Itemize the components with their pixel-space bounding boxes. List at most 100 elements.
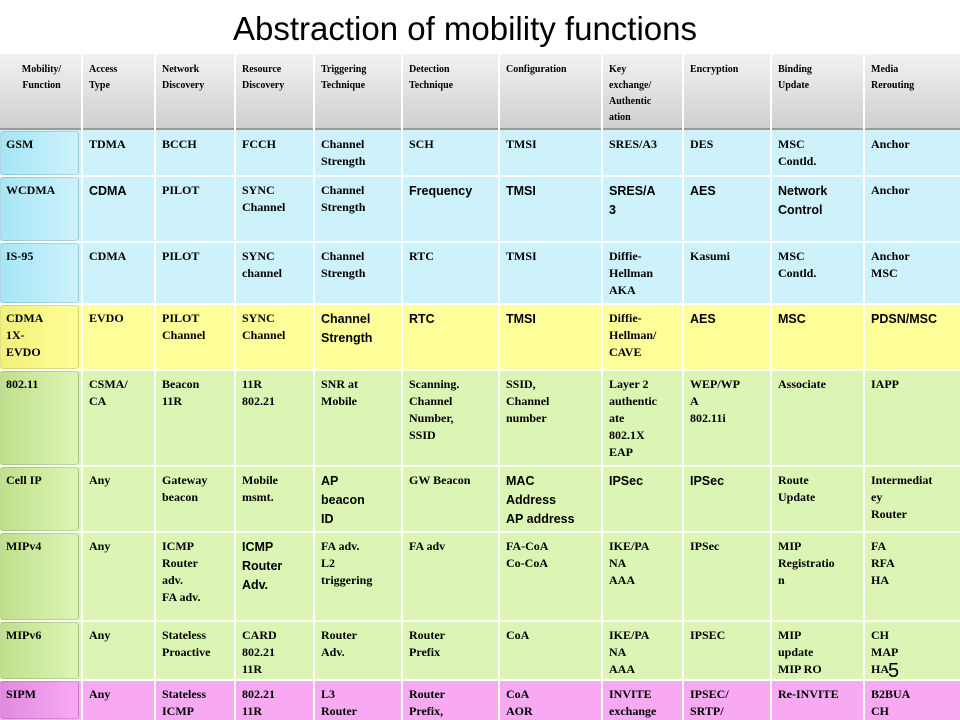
table-row-background	[0, 130, 960, 176]
table-cell: Channel Strength	[321, 312, 373, 345]
mobility-functions-table: Mobility/ Function Access Type Network Dis…	[0, 54, 960, 720]
table-header-cell: Binding Update	[778, 64, 812, 91]
table-cell: SYNC Channel	[242, 311, 286, 342]
table-row-background	[0, 680, 960, 720]
table-cell: IS-95	[6, 249, 34, 263]
table-header-cell: Detection Technique	[409, 64, 454, 91]
row-divider	[0, 679, 960, 681]
table-cell: Router Adv.	[321, 628, 357, 659]
table-header-cell: Resource Discovery	[242, 64, 285, 91]
table-cell: PILOT	[162, 249, 200, 263]
row-label-tab	[0, 131, 79, 175]
table-cell: Mobile msmt.	[242, 473, 278, 504]
table-cell: TMSI	[506, 184, 536, 198]
table-cell: PILOT Channel	[162, 311, 206, 342]
table-cell: PILOT	[162, 183, 200, 197]
table-cell: Scanning. Channel Number, SSID	[409, 377, 460, 442]
column-divider	[154, 54, 156, 720]
table-cell: EVDO	[89, 311, 124, 325]
table-row-background	[0, 466, 960, 532]
table-cell: ICMP Router adv. FA adv.	[162, 539, 201, 604]
table-cell: IAPP	[871, 377, 899, 391]
table-cell: SNR at Mobile	[321, 377, 359, 408]
table-cell: FA adv. L2 triggering	[321, 539, 373, 587]
table-cell: MSC Contld.	[778, 249, 817, 280]
table-cell: Re-INVITE	[778, 687, 839, 701]
row-label-tab	[0, 243, 79, 303]
table-cell: B2BUA CH	[871, 687, 911, 718]
table-cell: Beacon 11R	[162, 377, 200, 408]
row-label-tab	[0, 371, 79, 465]
table-cell: MIP Registratio n	[778, 539, 835, 587]
table-cell: FA adv	[409, 539, 446, 553]
column-divider	[863, 54, 865, 720]
table-cell: Diffie- Hellman/ CAVE	[609, 311, 657, 359]
table-header-background	[0, 54, 960, 130]
row-divider	[0, 369, 960, 371]
table-row-background	[0, 176, 960, 242]
table-cell: SYNC channel	[242, 249, 283, 280]
table-cell: GW Beacon	[409, 473, 471, 487]
table-cell: Gateway beacon	[162, 473, 208, 504]
table-cell: SYNC Channel	[242, 183, 286, 214]
row-label-tab	[0, 622, 79, 679]
row-divider	[0, 303, 960, 305]
table-cell: Channel Strength	[321, 137, 366, 168]
table-cell: SCH	[409, 137, 434, 151]
table-cell: RTC	[409, 312, 435, 326]
table-cell: MSC	[778, 312, 806, 326]
table-cell: IPSec	[690, 539, 720, 553]
table-cell: L3 Router	[321, 687, 357, 718]
table-cell: Cell IP	[6, 473, 42, 487]
table-row-background	[0, 621, 960, 680]
table-cell: IKE/PA NA AAA	[609, 539, 650, 587]
column-divider	[498, 54, 500, 720]
table-cell: Kasumi	[690, 249, 731, 263]
table-header-cell: Mobility/ Function	[21, 64, 62, 91]
table-cell: INVITE exchange	[609, 687, 657, 718]
table-cell: Anchor	[871, 137, 910, 151]
row-label-tab	[0, 467, 79, 531]
table-cell: Router Prefix	[409, 628, 445, 659]
table-cell: Associate	[778, 377, 826, 391]
row-label-tab	[0, 681, 79, 719]
table-cell: CSMA/ CA	[89, 377, 128, 408]
table-cell: 802.11	[6, 377, 39, 391]
column-divider	[234, 54, 236, 720]
table-cell: TMSI	[506, 137, 537, 151]
table-cell: GSM	[6, 137, 34, 151]
table-header-cell: Encryption	[690, 64, 739, 75]
table-cell: Intermediat ey Router	[871, 473, 933, 521]
table-cell: Diffie- Hellman AKA	[609, 249, 653, 297]
table-cell: SSID, Channel number	[506, 377, 550, 425]
table-cell: MAC Address AP address	[506, 474, 575, 526]
column-divider	[81, 54, 83, 720]
table-cell: RTC	[409, 249, 434, 263]
table-cell: TMSI	[506, 312, 536, 326]
table-cell: IKE/PA NA AAA	[609, 628, 650, 676]
table-cell: FA RFA HA	[871, 539, 895, 587]
table-cell: Any	[89, 539, 111, 553]
table-cell: CH MAP HA	[871, 628, 899, 676]
table-header-cell: Network Discovery	[162, 64, 205, 91]
table-cell: TMSI	[506, 249, 537, 263]
table-cell: WCDMA	[6, 183, 56, 197]
column-divider	[313, 54, 315, 720]
page-number: 5	[888, 660, 900, 682]
row-divider	[0, 531, 960, 533]
table-cell: WEP/WP A 802.11i	[690, 377, 740, 425]
table-header-cell: Triggering Technique	[321, 64, 367, 91]
table-cell: IPSec	[609, 474, 644, 488]
row-label-tab	[0, 533, 79, 620]
table-cell: CDMA	[89, 249, 127, 263]
table-cell: MIPv6	[6, 628, 42, 642]
table-row-background	[0, 370, 960, 466]
table-cell: Anchor	[871, 183, 910, 197]
table-cell: AES	[690, 312, 716, 326]
table-header-cell: Key exchange/ Authentic ation	[609, 64, 652, 123]
table-cell: PDSN/MSC	[871, 312, 937, 326]
table-cell: 802.21 11R	[242, 687, 275, 718]
table-cell: Channel Strength	[321, 249, 366, 280]
table-cell: FCCH	[242, 137, 276, 151]
page-title: Abstraction of mobility functions	[232, 10, 698, 47]
